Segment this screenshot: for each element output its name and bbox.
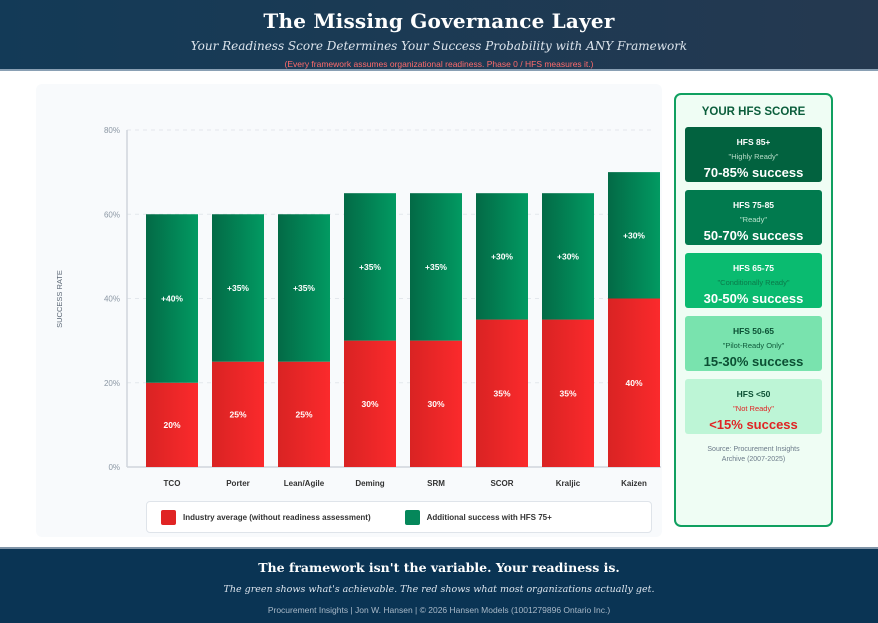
x-tick-label: Deming	[355, 479, 384, 488]
x-tick-label: TCO	[164, 479, 181, 488]
tier-success-rate: <15% success	[709, 417, 798, 432]
x-tick-label: SRM	[427, 479, 445, 488]
bar-value-label: +35%	[359, 262, 381, 272]
tier-label: HFS 75-85	[732, 200, 775, 210]
bar-segment-industry	[344, 340, 396, 467]
y-tick-label: 60%	[104, 210, 120, 219]
bar-value-label: +35%	[425, 262, 447, 272]
hfs-tier-card: HFS 50-65 "Pilot-Ready Only" 15-30% succ…	[685, 316, 822, 371]
legend-item-industry: Industry average (without readiness asse…	[161, 509, 371, 525]
bar-value-label: +30%	[623, 230, 645, 240]
legend-swatch-red	[161, 509, 176, 525]
bar-segment-hfs	[344, 193, 396, 341]
bar-value-label: +30%	[557, 251, 579, 261]
tier-status: "Not Ready"	[733, 404, 774, 413]
bar-segment-hfs	[542, 193, 594, 320]
tier-label: HFS 50-65	[732, 326, 775, 336]
tier-label: HFS 65-75	[732, 263, 775, 273]
bar-segment-industry	[410, 340, 462, 467]
legend-label: Additional success with HFS 75+	[426, 512, 552, 522]
bar-value-label: +35%	[227, 283, 249, 293]
bar-segment-industry	[608, 298, 660, 467]
hfs-tier-card: HFS <50 "Not Ready" <15% success	[685, 379, 822, 434]
tier-status: "Conditionally Ready"	[717, 278, 790, 287]
x-tick-label: SCOR	[490, 479, 513, 488]
bar-segment-hfs	[212, 214, 264, 362]
bar-segment-industry	[542, 319, 594, 467]
bar-value-label: 25%	[295, 409, 312, 419]
tier-status: "Ready"	[739, 215, 767, 224]
bar-segment-hfs	[410, 193, 462, 341]
x-tick-label: Kraljic	[556, 479, 581, 488]
bar-value-label: 35%	[559, 388, 576, 398]
y-tick-label: 40%	[104, 295, 120, 304]
legend-item-hfs: Additional success with HFS 75+	[404, 509, 552, 525]
header: The Missing Governance Layer Your Readin…	[0, 0, 878, 71]
header-note: (Every framework assumes organizational …	[284, 59, 594, 69]
legend-swatch-green	[404, 509, 420, 525]
page-subtitle: Your Readiness Score Determines Your Suc…	[190, 39, 688, 53]
hfs-score-panel: YOUR HFS SCORE HFS 85+ "Highly Ready" 70…	[674, 93, 833, 527]
footer: The framework isn't the variable. Your r…	[0, 547, 878, 623]
tier-status: "Pilot-Ready Only"	[722, 341, 785, 350]
x-tick-label: Porter	[226, 479, 250, 488]
tier-status: "Highly Ready"	[728, 152, 779, 161]
bar-value-label: 35%	[493, 388, 510, 398]
tier-label: HFS <50	[736, 389, 771, 399]
tier-success-rate: 15-30% success	[703, 354, 804, 369]
bar-value-label: +30%	[491, 251, 513, 261]
tier-success-rate: 50-70% success	[703, 228, 804, 243]
bar-value-label: +35%	[293, 283, 315, 293]
x-tick-label: Lean/Agile	[284, 479, 325, 488]
bar-value-label: +40%	[161, 294, 183, 304]
hfs-tier-card: HFS 85+ "Highly Ready" 70-85% success	[685, 127, 822, 182]
hfs-tier-card: HFS 75-85 "Ready" 50-70% success	[685, 190, 822, 245]
bar-value-label: 40%	[625, 378, 642, 388]
bar-segment-hfs	[608, 172, 660, 299]
bar-value-label: 30%	[361, 399, 378, 409]
bar-value-label: 30%	[427, 399, 444, 409]
chart-card: SUCCESS RATE 0% 20% 40% 60% 80% 20% +40% TCO 25%…	[36, 84, 662, 537]
bar-segment-industry	[212, 361, 264, 467]
footer-credit: Procurement Insights | Jon W. Hansen | ©…	[267, 605, 611, 615]
tier-success-rate: 30-50% success	[703, 291, 804, 306]
hfs-tier-card: HFS 65-75 "Conditionally Ready" 30-50% s…	[685, 253, 822, 308]
y-tick-label: 20%	[104, 379, 120, 388]
bar-segment-hfs	[146, 214, 198, 383]
source-note: Source: Procurement Insights Archive (20…	[707, 446, 800, 463]
y-tick-label: 0%	[108, 463, 120, 472]
y-axis-label: SUCCESS RATE	[55, 270, 64, 328]
bar-segment-hfs	[278, 214, 330, 362]
bar-segment-industry	[476, 319, 528, 467]
bar-segment-industry	[146, 382, 198, 467]
chart-legend: Industry average (without readiness asse…	[146, 501, 652, 533]
bar-value-label: 25%	[229, 409, 246, 419]
legend-label: Industry average (without readiness asse…	[183, 512, 371, 522]
tier-label: HFS 85+	[736, 137, 771, 147]
bar-value-label: 20%	[163, 420, 180, 430]
tier-success-rate: 70-85% success	[703, 165, 804, 180]
bar-segment-industry	[278, 361, 330, 467]
stacked-bar-chart: SUCCESS RATE 0% 20% 40% 60% 80% 20% +40% TCO 25%…	[55, 126, 661, 488]
y-tick-label: 80%	[104, 126, 120, 135]
page-title: The Missing Governance Layer	[263, 9, 615, 33]
footer-headline: The framework isn't the variable. Your r…	[258, 560, 620, 575]
x-tick-label: Kaizen	[621, 479, 647, 488]
footer-tagline: The green shows what's achievable. The r…	[223, 584, 655, 595]
bar-segment-hfs	[476, 193, 528, 320]
panel-title: YOUR HFS SCORE	[701, 106, 806, 118]
